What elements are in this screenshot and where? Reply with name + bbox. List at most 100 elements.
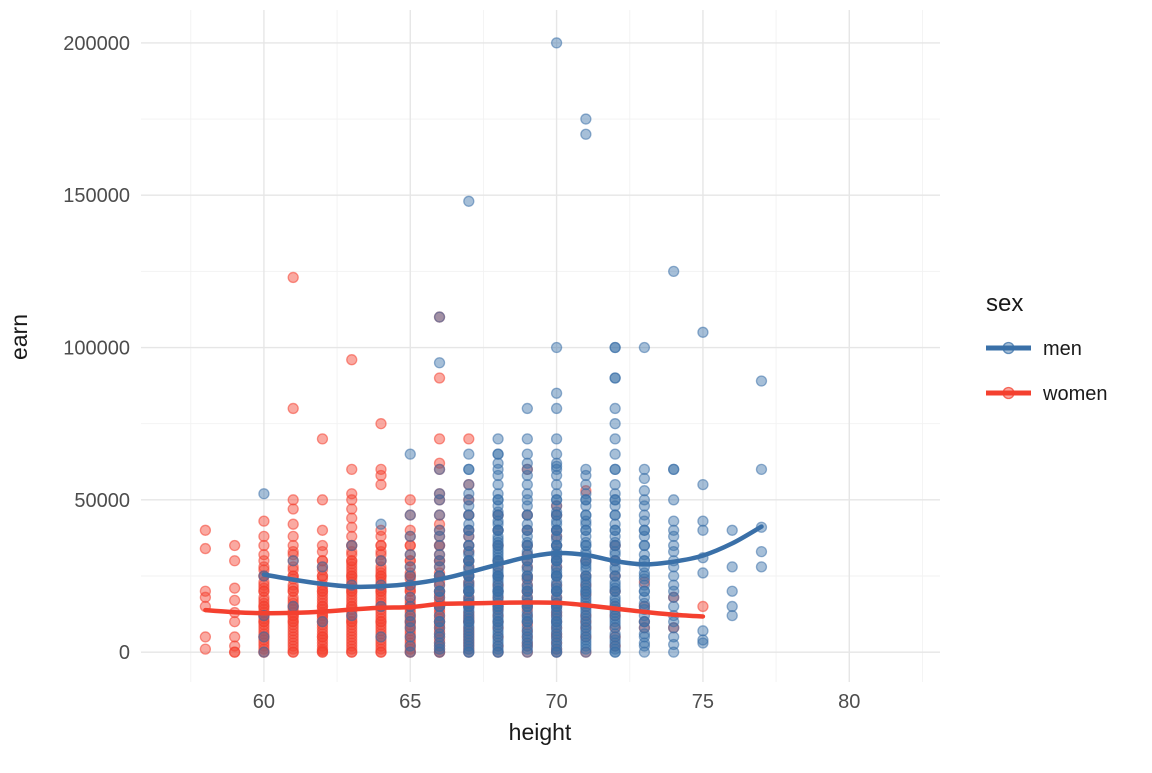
women-data-point	[404, 539, 416, 552]
women-data-point	[697, 600, 709, 613]
men-data-point	[433, 463, 446, 476]
women-data-point	[375, 478, 387, 491]
men-data-point	[755, 375, 768, 387]
women-data-point	[433, 433, 446, 445]
women-data-point	[229, 594, 241, 607]
women-data-point	[287, 271, 299, 284]
men-data-point	[375, 631, 387, 643]
x-tick-label: 70	[545, 691, 567, 713]
men-data-point	[492, 478, 504, 491]
men-data-point	[580, 646, 592, 658]
men-data-point	[638, 530, 651, 543]
men-data-point	[433, 357, 446, 369]
men-data-point	[668, 646, 680, 658]
men-data-point	[668, 638, 680, 651]
x-axis-title: height	[509, 719, 572, 745]
women-data-point	[229, 631, 241, 643]
men-data-point	[697, 567, 709, 579]
men-data-point	[521, 643, 533, 655]
men-data-point	[609, 500, 621, 512]
men-data-point	[550, 515, 563, 527]
women-data-point	[346, 512, 358, 524]
women-data-point	[375, 469, 387, 482]
men-data-point	[492, 506, 504, 518]
men-data-point	[433, 494, 446, 506]
x-axis-tick-labels: 60 65 70 75 80	[253, 691, 861, 713]
women-data-point	[287, 646, 299, 658]
men-data-point	[521, 509, 533, 521]
men-data-point	[550, 402, 563, 415]
women-data-point	[258, 515, 270, 527]
women-data-point	[404, 643, 416, 655]
men-data-point	[550, 433, 563, 445]
men-data-point	[404, 530, 416, 543]
men-data-point	[258, 631, 270, 643]
women-data-point	[258, 643, 270, 655]
men-data-point	[258, 646, 270, 658]
legend-title: sex	[986, 290, 1023, 317]
women-data-point	[316, 494, 329, 506]
men-data-point	[492, 643, 504, 655]
men-data-point	[550, 37, 563, 49]
men-data-point	[668, 265, 680, 278]
men-data-point	[697, 478, 709, 491]
men-data-point	[609, 418, 621, 430]
men-data-point	[346, 539, 358, 552]
men-data-point	[550, 460, 563, 472]
men-data-point	[492, 646, 504, 658]
men-data-point	[404, 549, 416, 561]
men-data-point	[521, 469, 533, 482]
men-data-point	[550, 469, 563, 482]
women-data-point	[199, 591, 212, 603]
men-data-point	[609, 463, 621, 476]
men-data-point	[638, 570, 651, 582]
women-data-point	[316, 433, 329, 445]
y-tick-label: 150000	[63, 185, 130, 207]
men-data-point	[609, 582, 621, 594]
y-tick-label: 200000	[63, 33, 130, 55]
women-data-point	[346, 530, 358, 543]
men-data-point	[433, 643, 446, 655]
men-data-point	[550, 387, 563, 399]
men-data-point	[492, 448, 504, 460]
men-data-point	[697, 634, 709, 646]
men-data-point	[580, 478, 592, 491]
women-data-point	[346, 354, 358, 366]
men-data-point	[492, 433, 504, 445]
women-data-point	[287, 503, 299, 515]
women-data-point	[346, 646, 358, 658]
men-data-point	[492, 469, 504, 482]
women-data-point	[316, 545, 329, 558]
men-data-point	[638, 628, 651, 640]
men-data-point	[755, 463, 768, 476]
men-data-point	[550, 646, 563, 658]
legend-item-women: women	[986, 383, 1107, 405]
men-data-point	[609, 643, 621, 655]
men-legend-label: men	[1043, 338, 1082, 360]
men-data-point	[580, 643, 592, 655]
women-data-point	[287, 530, 299, 543]
men-data-point	[404, 622, 416, 634]
women-data-point	[287, 643, 299, 655]
men-data-point	[580, 500, 592, 512]
men-data-point	[609, 619, 621, 631]
men-data-point	[726, 561, 738, 573]
x-tick-label: 80	[838, 691, 860, 713]
women-scatter-points	[199, 271, 709, 658]
men-data-point	[433, 561, 446, 573]
men-data-point	[433, 509, 446, 521]
men-data-point	[580, 128, 592, 140]
men-data-point	[521, 433, 533, 445]
men-data-point	[609, 372, 621, 384]
men-data-point	[550, 643, 563, 655]
men-data-point	[755, 561, 768, 573]
women-data-point	[258, 582, 270, 594]
men-data-point	[433, 628, 446, 640]
men-data-point	[668, 530, 680, 543]
men-data-point	[258, 488, 270, 500]
women-data-point	[199, 631, 212, 643]
women-trend-line	[203, 600, 706, 619]
x-tick-label: 65	[399, 691, 421, 713]
men-data-point	[580, 113, 592, 125]
men-data-point	[463, 478, 475, 491]
